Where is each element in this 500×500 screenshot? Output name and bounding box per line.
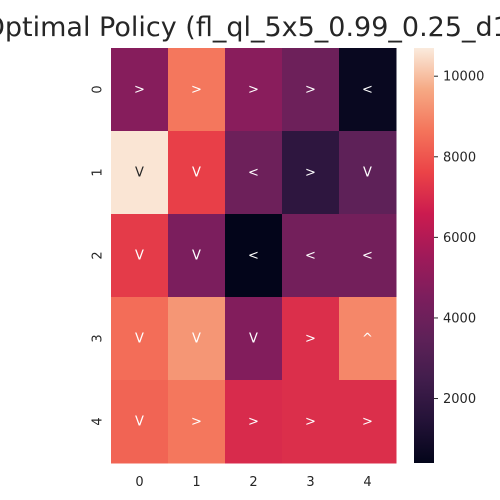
heatmap-cell (168, 48, 226, 132)
x-axis: 0 1 2 3 4 (135, 475, 371, 490)
x-tick-label: 2 (249, 475, 257, 490)
y-axis: 0 1 2 3 4 (91, 85, 106, 425)
heatmap-cell (225, 380, 283, 464)
colorbar-tick-label: 2000 (443, 392, 476, 407)
heatmap-cell (111, 380, 169, 464)
cell-annotation: V (192, 249, 201, 264)
heatmap-cell (225, 131, 283, 215)
cell-annotation: > (248, 83, 259, 98)
colorbar-tick-label: 8000 (443, 150, 476, 165)
heatmap-cells: > > > > < V V < > V V V < < < V V V > ^ V > > > > (111, 48, 397, 464)
cell-annotation: V (192, 166, 201, 181)
cell-annotation: < (305, 249, 316, 264)
heatmap-cell (111, 214, 169, 298)
heatmap-cell (282, 297, 340, 381)
heatmap-cell (111, 297, 169, 381)
cell-annotation: > (305, 166, 316, 181)
y-tick-label: 4 (91, 417, 106, 425)
colorbar: 2000 4000 6000 8000 10000 (414, 48, 484, 463)
colorbar-tick-label: 10000 (443, 70, 484, 85)
x-tick-label: 1 (192, 475, 200, 490)
heatmap-cell (282, 48, 340, 132)
colorbar-tick-label: 4000 (443, 311, 476, 326)
cell-annotation: > (305, 332, 316, 347)
cell-annotation: < (362, 249, 373, 264)
heatmap-cell (168, 297, 226, 381)
heatmap-cell (339, 214, 397, 298)
x-tick-label: 3 (306, 475, 314, 490)
cell-annotation: > (305, 415, 316, 430)
y-tick-label: 1 (91, 168, 106, 176)
heatmap-cell (111, 48, 169, 132)
colorbar-gradient (414, 48, 434, 463)
cell-annotation: > (248, 415, 259, 430)
heatmap-cell (339, 131, 397, 215)
cell-annotation: > (191, 415, 202, 430)
heatmap-cell (339, 48, 397, 132)
x-tick-label: 4 (363, 475, 371, 490)
cell-annotation: V (363, 166, 372, 181)
cell-annotation: < (248, 249, 259, 264)
cell-annotation: V (135, 249, 144, 264)
heatmap-cell (282, 214, 340, 298)
cell-annotation: > (134, 83, 145, 98)
heatmap-cell (339, 380, 397, 464)
cell-annotation: V (135, 166, 144, 181)
cell-annotation: V (192, 332, 201, 347)
heatmap-cell (168, 380, 226, 464)
cell-annotation: > (305, 83, 316, 98)
heatmap-cell (282, 380, 340, 464)
heatmap-cell (339, 297, 397, 381)
cell-annotation: ^ (362, 332, 373, 347)
heatmap-cell (111, 131, 169, 215)
chart-title: Optimal Policy (fl_ql_5x5_0.99_0.25_d1) (0, 12, 500, 43)
heatmap-cell (282, 131, 340, 215)
heatmap-cell (168, 131, 226, 215)
y-tick-label: 2 (91, 251, 106, 259)
cell-annotation: < (248, 166, 259, 181)
cell-annotation: V (135, 415, 144, 430)
heatmap-cell (225, 297, 283, 381)
cell-annotation: > (362, 415, 373, 430)
x-tick-label: 0 (135, 475, 143, 490)
cell-annotation: > (191, 83, 202, 98)
heatmap-cell (225, 48, 283, 132)
y-tick-label: 0 (91, 85, 106, 93)
heatmap-cell (225, 214, 283, 298)
colorbar-tick-label: 6000 (443, 231, 476, 246)
heatmap-cell (168, 214, 226, 298)
cell-annotation: V (249, 332, 258, 347)
cell-annotation: V (135, 332, 144, 347)
cell-annotation: < (362, 83, 373, 98)
y-tick-label: 3 (91, 334, 106, 342)
